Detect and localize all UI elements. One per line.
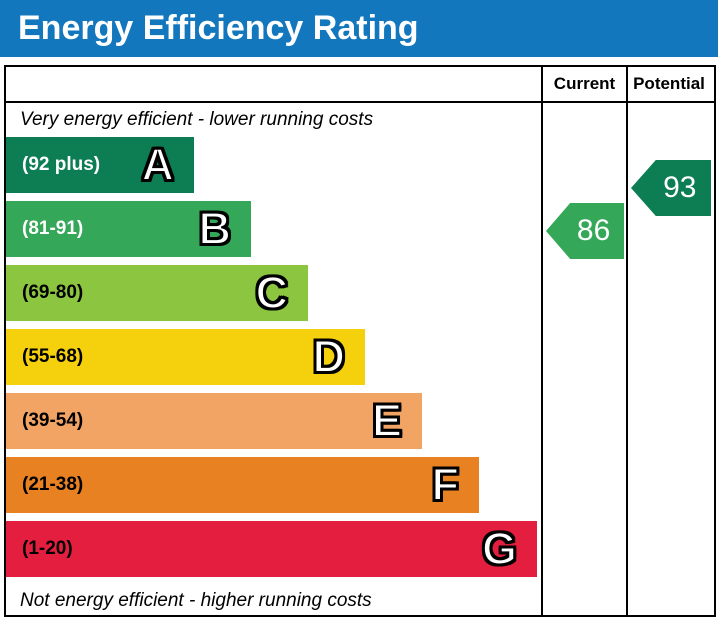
band-letter: F [431,458,460,511]
band-letter: E [371,394,403,447]
rating-table: Current Potential Very energy efficient … [4,65,716,617]
top-note: Very energy efficient - lower running co… [20,109,374,130]
bottom-note: Not energy efficient - higher running co… [20,590,372,611]
band-letter: G [481,522,518,575]
bands-cell: Very energy efficient - lower running co… [6,103,541,615]
band-range-label: (81-91) [22,218,84,239]
table-body-row: Very energy efficient - lower running co… [6,103,714,615]
page-title: Energy Efficiency Rating [18,9,419,47]
potential-column: 93 [626,103,711,615]
band-row-E: (39-54) E [6,393,422,449]
band-letter: D [312,330,346,383]
title-bar: Energy Efficiency Rating [0,0,718,57]
band-row-G: (1-20) G [6,521,537,577]
band-range-label: (1-20) [22,538,73,559]
band-row-A: (92 plus) A [6,137,194,193]
band-row-D: (55-68) D [6,329,365,385]
band-letter: C [255,266,289,319]
band-range-label: (55-68) [22,346,84,367]
bands: (92 plus) A (81-91) B (69-80) C (55-68) … [6,137,537,585]
header-cell-empty [6,67,541,101]
band-row-C: (69-80) C [6,265,308,321]
potential-rating-value: 93 [663,171,697,204]
band-range-label: (39-54) [22,410,84,431]
band-letter: A [141,138,175,191]
band-range-label: (69-80) [22,282,84,303]
band-row-B: (81-91) B [6,201,251,257]
band-range-label: (92 plus) [22,154,101,175]
table-header-row: Current Potential [6,67,714,103]
current-column: 86 [541,103,626,615]
band-range-label: (21-38) [22,474,84,495]
header-cell-current: Current [541,67,626,101]
band-letter: B [198,202,232,255]
current-rating-arrow: 86 [546,203,624,259]
potential-rating-arrow: 93 [631,160,711,216]
header-cell-potential: Potential [626,67,710,101]
band-row-F: (21-38) F [6,457,479,513]
current-rating-value: 86 [576,214,611,247]
